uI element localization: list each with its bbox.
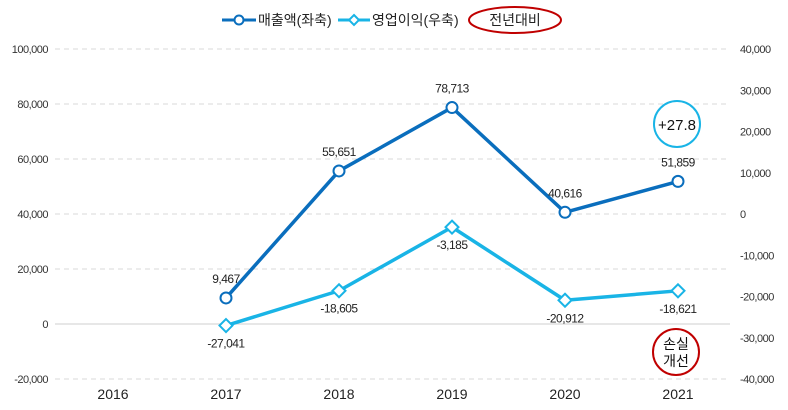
annotation-loss-improved: 손실 개선 xyxy=(652,328,700,376)
x-tick-label: 2019 xyxy=(436,386,467,402)
right-tick-label: 20,000 xyxy=(740,127,771,139)
right-tick-label: -20,000 xyxy=(740,292,774,304)
data-label: 51,859 xyxy=(661,155,696,169)
right-tick-label: -40,000 xyxy=(740,374,774,386)
left-axis: -20,000 0 20,000 40,000 60,000 80,000 100,000 xyxy=(12,44,49,386)
annotation-growth: +27.8 xyxy=(653,100,701,148)
data-point xyxy=(218,317,234,334)
data-point xyxy=(671,174,685,188)
data-point xyxy=(332,164,346,178)
right-axis: -40,000 -30,000 -20,000 -10,000 0 10,000 20,00… xyxy=(740,44,775,386)
data-point xyxy=(331,282,347,299)
legend: 매출액(좌축) 영업이익(우축) 전년대비 xyxy=(222,6,562,34)
x-tick-label: 2018 xyxy=(323,386,354,402)
loss-text-2: 개선 xyxy=(663,353,689,369)
legend-circle-marker-icon xyxy=(233,14,245,26)
data-point xyxy=(557,292,573,309)
data-label: -18,605 xyxy=(320,302,358,316)
data-label: 55,651 xyxy=(322,145,357,159)
data-label: 40,616 xyxy=(548,186,583,200)
right-tick-label: 0 xyxy=(740,209,746,221)
right-tick-label: 30,000 xyxy=(740,85,771,97)
legend-revenue: 매출액(좌축) xyxy=(258,12,332,28)
data-point xyxy=(445,101,459,115)
x-tick-label: 2017 xyxy=(210,386,241,402)
data-point xyxy=(670,282,686,299)
data-point xyxy=(219,291,233,305)
x-tick-label: 2021 xyxy=(662,386,693,402)
gridlines xyxy=(55,48,730,380)
x-tick-label: 2016 xyxy=(97,386,128,402)
data-label: -3,185 xyxy=(436,238,468,252)
data-label: 78,713 xyxy=(435,82,470,96)
left-tick-label: 40,000 xyxy=(17,209,48,221)
right-tick-label: -30,000 xyxy=(740,333,774,345)
growth-text: +27.8 xyxy=(658,117,696,134)
data-label: -18,621 xyxy=(659,302,697,316)
legend-diamond-marker-icon xyxy=(347,13,361,27)
series: 9,467 55,651 78,713 40,616 51,859 -27,041 -18,… xyxy=(207,82,698,351)
x-axis: 2016 2017 2018 2019 2020 2021 xyxy=(97,386,693,402)
yoy-label: 전년대비 xyxy=(489,12,541,28)
right-tick-label: 40,000 xyxy=(740,44,771,56)
left-tick-label: 20,000 xyxy=(17,264,48,276)
loss-text-1: 손실 xyxy=(663,336,689,352)
left-tick-label: 80,000 xyxy=(17,99,48,111)
left-tick-label: 100,000 xyxy=(12,44,49,56)
yoy-ellipse xyxy=(468,6,562,34)
x-tick-label: 2020 xyxy=(549,386,580,402)
left-tick-label: 60,000 xyxy=(17,154,48,166)
data-label: -20,912 xyxy=(546,311,584,325)
left-tick-label: 0 xyxy=(42,319,48,331)
data-label: 9,467 xyxy=(212,272,240,286)
right-tick-label: -10,000 xyxy=(740,250,774,262)
left-tick-label: -20,000 xyxy=(14,374,48,386)
data-point xyxy=(444,219,460,236)
legend-operating-profit: 영업이익(우축) xyxy=(372,12,459,28)
data-label: -27,041 xyxy=(207,337,245,351)
right-tick-label: 10,000 xyxy=(740,168,771,180)
data-point xyxy=(558,205,572,219)
